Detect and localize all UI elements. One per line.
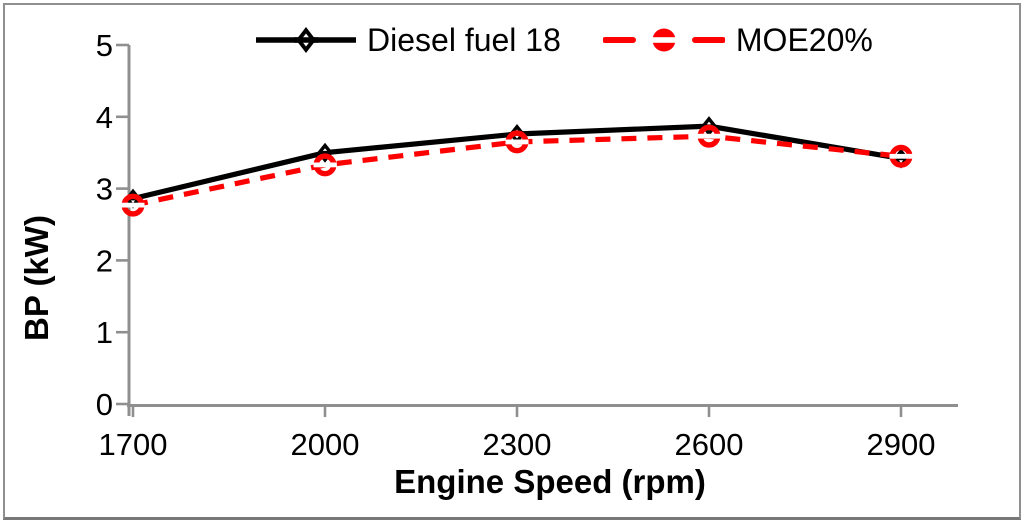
data-point-marker-circle-slot [313, 162, 337, 168]
x-tick-label: 2900 [867, 427, 936, 462]
series-line-moe20- [132, 133, 902, 208]
legend-item-moe20: MOE20% [602, 20, 873, 60]
y-tick-label: 3 [96, 172, 113, 207]
x-tick-label: 2300 [483, 427, 552, 462]
x-axis-title: Engine Speed (rpm) [394, 463, 706, 500]
y-tick-label: 2 [96, 243, 113, 278]
legend-item-diesel-fuel-18: Diesel fuel 18 [256, 20, 561, 60]
legend-label-diesel: Diesel fuel 18 [367, 22, 561, 58]
y-axis-title: BP (kW) [18, 215, 55, 341]
data-point-marker-circle-slot [505, 139, 529, 145]
y-tick-label: 4 [96, 100, 113, 135]
x-tick-label: 1700 [99, 427, 168, 462]
y-tick-label: 5 [96, 28, 113, 63]
x-tick-label: 2600 [675, 427, 744, 462]
x-tick-label: 2000 [291, 427, 360, 462]
y-tick-label: 0 [96, 387, 113, 422]
data-point-marker-circle-slot [697, 133, 721, 139]
data-point-marker-circle-slot [889, 153, 913, 159]
moe-dashed-circle-icon [602, 28, 725, 52]
chart-legend: Diesel fuel 18 MOE20% [256, 20, 873, 60]
y-tick-label: 1 [96, 315, 113, 350]
legend-label-moe20: MOE20% [735, 22, 873, 58]
data-point-marker-circle-slot [121, 202, 145, 208]
diesel-line-diamond-icon [256, 27, 356, 53]
